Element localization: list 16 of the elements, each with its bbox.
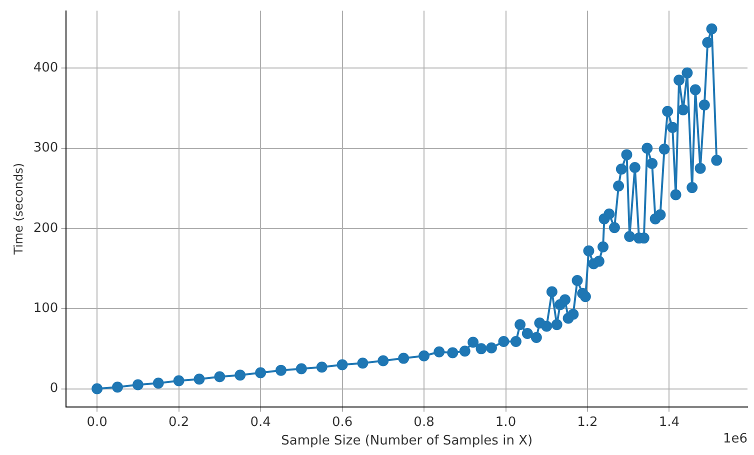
y-tick-label: 0 (50, 381, 58, 396)
y-tick-label: 300 (33, 140, 58, 156)
x-tick-label: 0.4 (250, 414, 271, 430)
y-tick-label: 200 (33, 220, 58, 236)
x-tick-label: 1.2 (577, 414, 598, 430)
x-tick-label: 1.4 (658, 414, 680, 430)
x-tick-label: 0.8 (414, 414, 434, 430)
y-tick-label: 400 (33, 60, 58, 76)
x-axis-title: Sample Size (Number of Samples in X) (281, 434, 533, 449)
y-tick-label: 100 (33, 300, 58, 316)
x-tick-label: 0.6 (332, 414, 353, 430)
text: 1e6 (722, 432, 748, 447)
x-tick-label: 0.0 (86, 414, 108, 430)
x-tick-label: 1.0 (495, 414, 516, 430)
x-tick-label: 0.2 (168, 414, 190, 430)
y-axis-title: Time (seconds) (11, 163, 26, 256)
